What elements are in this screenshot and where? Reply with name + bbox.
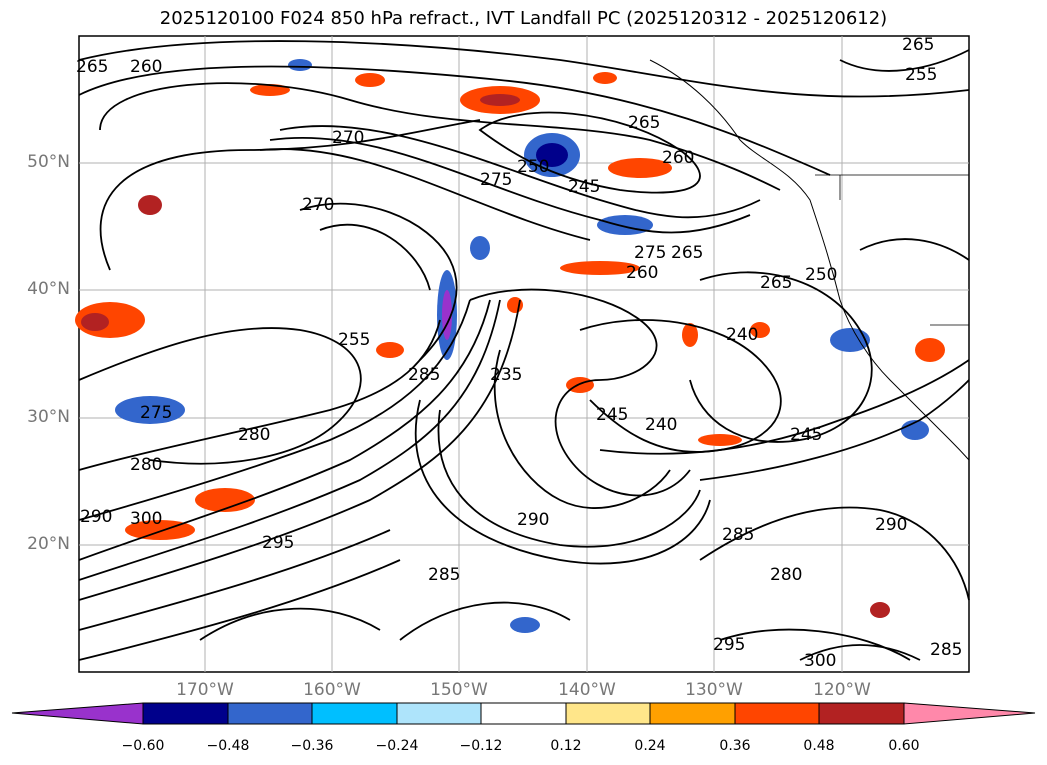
- contour-label: 280: [238, 425, 270, 445]
- contour-label: 240: [726, 325, 758, 345]
- contour-label: 300: [804, 651, 836, 671]
- contour-label: 245: [790, 425, 822, 445]
- contour-label: 250: [517, 157, 549, 177]
- map-title: 2025120100 F024 850 hPa refract., IVT La…: [159, 8, 888, 29]
- contour-label: 270: [302, 195, 334, 215]
- contour-label: 295: [713, 635, 745, 655]
- colorbar-swatch: [734, 702, 820, 725]
- contour-label: 280: [130, 455, 162, 475]
- contour-label: 295: [262, 533, 294, 553]
- lat-label: 40°N: [27, 279, 70, 299]
- contour-label: 235: [490, 365, 522, 385]
- colorbar: [11, 702, 1036, 725]
- colorbar-swatch: [396, 702, 482, 725]
- contour-label: 245: [568, 177, 600, 197]
- colorbar-swatch: [11, 702, 144, 725]
- colorbar-tick: 0.48: [803, 738, 835, 754]
- colorbar-tick: −0.60: [121, 738, 165, 754]
- contour-label: 275: [140, 403, 172, 423]
- contour-label: 285: [408, 365, 440, 385]
- borders: [815, 174, 969, 326]
- contour-labels: 265 265 260 255 270 265 250 245 260 275 …: [76, 35, 962, 671]
- map-frame: [78, 35, 970, 673]
- colorbar-tick: −0.48: [206, 738, 250, 754]
- contour-label: 265: [902, 35, 934, 55]
- contour-label: 260: [626, 263, 658, 283]
- colorbar-swatch: [311, 702, 398, 725]
- lon-label: 130°W: [685, 680, 743, 700]
- contour-label: 245: [596, 405, 628, 425]
- colorbar-tick: −0.12: [459, 738, 503, 754]
- contour-lines: [78, 40, 970, 661]
- colorbar-tick: 0.24: [634, 738, 666, 754]
- contour-label: 285: [428, 565, 460, 585]
- contour-label: 260: [130, 57, 162, 77]
- contour-label: 290: [875, 515, 907, 535]
- colorbar-tick: 0.60: [888, 738, 920, 754]
- contour-label: 250: [805, 265, 837, 285]
- contour-label: 290: [517, 510, 549, 530]
- lat-label: 20°N: [27, 534, 70, 554]
- contour-label: 255: [338, 330, 370, 350]
- lon-label: 160°W: [303, 680, 361, 700]
- colorbar-swatch: [565, 702, 651, 725]
- contour-label: 265: [628, 113, 660, 133]
- contour-label: 300: [130, 509, 162, 529]
- contour-label: 290: [80, 507, 112, 527]
- coastline: [649, 59, 970, 461]
- lon-label: 150°W: [430, 680, 488, 700]
- colorbar-tick: 0.36: [719, 738, 751, 754]
- contour-label: 255: [905, 65, 937, 85]
- contour-label: 275: [634, 243, 666, 263]
- contour-label: 265: [760, 273, 792, 293]
- colorbar-tick: −0.36: [290, 738, 334, 754]
- lat-label: 50°N: [27, 152, 70, 172]
- contour-label: 270: [332, 128, 364, 148]
- contour-label: 285: [722, 525, 754, 545]
- lon-label: 120°W: [813, 680, 871, 700]
- colorbar-tick: −0.24: [375, 738, 419, 754]
- contour-label: 260: [662, 148, 694, 168]
- contour-label: 265: [671, 243, 703, 263]
- colorbar-swatch: [227, 702, 313, 725]
- contour-label: 240: [645, 415, 677, 435]
- contour-label: 280: [770, 565, 802, 585]
- colorbar-swatch: [480, 702, 567, 725]
- lon-label: 140°W: [558, 680, 616, 700]
- anomaly-fills: [75, 59, 945, 633]
- contour-label: 285: [930, 640, 962, 660]
- lat-label: 30°N: [27, 407, 70, 427]
- colorbar-swatch: [818, 702, 905, 725]
- lon-label: 170°W: [176, 680, 234, 700]
- colorbar-swatch: [142, 702, 229, 725]
- colorbar-tick: 0.12: [550, 738, 582, 754]
- colorbar-swatch: [903, 702, 1036, 725]
- contour-label: 275: [480, 170, 512, 190]
- colorbar-swatch: [649, 702, 736, 725]
- contour-label: 265: [76, 57, 108, 77]
